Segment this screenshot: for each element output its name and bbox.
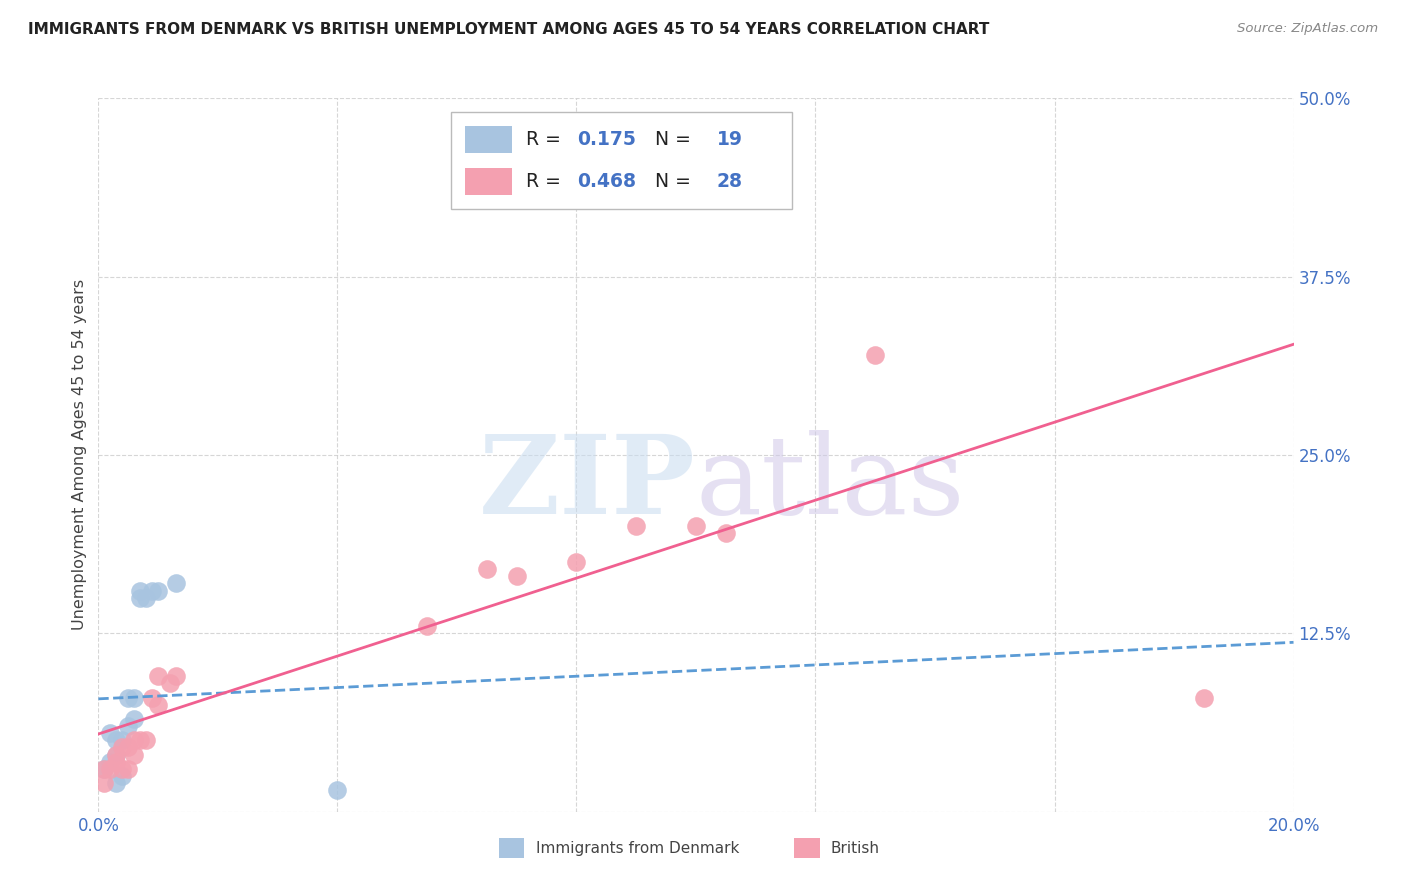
Point — [141, 583, 163, 598]
Point — [117, 762, 139, 776]
Point — [141, 690, 163, 705]
Point — [129, 733, 152, 747]
Text: R =: R = — [526, 172, 567, 191]
Point — [117, 719, 139, 733]
Point — [685, 519, 707, 533]
Text: British: British — [831, 841, 880, 855]
Point — [105, 776, 128, 790]
Point — [98, 726, 122, 740]
Text: Immigrants from Denmark: Immigrants from Denmark — [536, 841, 740, 855]
Point — [148, 669, 170, 683]
Text: N =: N = — [655, 172, 697, 191]
Point — [416, 619, 439, 633]
FancyBboxPatch shape — [451, 112, 792, 209]
Point — [624, 519, 647, 533]
Text: 19: 19 — [717, 130, 742, 149]
Point — [1192, 690, 1215, 705]
Point — [148, 583, 170, 598]
Point — [98, 762, 122, 776]
Point — [159, 676, 181, 690]
Point — [105, 747, 128, 762]
Point — [98, 755, 122, 769]
Point — [124, 733, 146, 747]
Bar — [464, 169, 512, 195]
Point — [165, 576, 187, 591]
Point — [124, 747, 146, 762]
Point — [714, 526, 737, 541]
Point — [105, 747, 128, 762]
Text: IMMIGRANTS FROM DENMARK VS BRITISH UNEMPLOYMENT AMONG AGES 45 TO 54 YEARS CORREL: IMMIGRANTS FROM DENMARK VS BRITISH UNEMP… — [28, 22, 990, 37]
Point — [124, 690, 146, 705]
Y-axis label: Unemployment Among Ages 45 to 54 years: Unemployment Among Ages 45 to 54 years — [72, 279, 87, 631]
Text: atlas: atlas — [696, 430, 966, 537]
Point — [93, 762, 115, 776]
Text: 0.468: 0.468 — [576, 172, 636, 191]
Point — [565, 555, 588, 569]
Text: R =: R = — [526, 130, 567, 149]
Point — [165, 669, 187, 683]
Point — [148, 698, 170, 712]
Point — [117, 690, 139, 705]
Point — [105, 755, 128, 769]
Point — [129, 583, 152, 598]
Point — [655, 177, 678, 191]
Point — [111, 740, 134, 755]
Point — [124, 712, 146, 726]
Text: N =: N = — [655, 130, 697, 149]
Point — [135, 591, 157, 605]
Text: 28: 28 — [717, 172, 742, 191]
Point — [475, 562, 498, 576]
Point — [111, 733, 134, 747]
Point — [506, 569, 529, 583]
Text: ZIP: ZIP — [479, 430, 696, 537]
Point — [105, 733, 128, 747]
Point — [93, 762, 115, 776]
Point — [93, 776, 115, 790]
Point — [129, 591, 152, 605]
Point — [111, 762, 134, 776]
Point — [865, 348, 887, 362]
Bar — [464, 126, 512, 153]
Point — [111, 769, 134, 783]
Text: Source: ZipAtlas.com: Source: ZipAtlas.com — [1237, 22, 1378, 36]
Text: 0.175: 0.175 — [576, 130, 636, 149]
Point — [135, 733, 157, 747]
Point — [117, 740, 139, 755]
Point — [326, 783, 349, 797]
